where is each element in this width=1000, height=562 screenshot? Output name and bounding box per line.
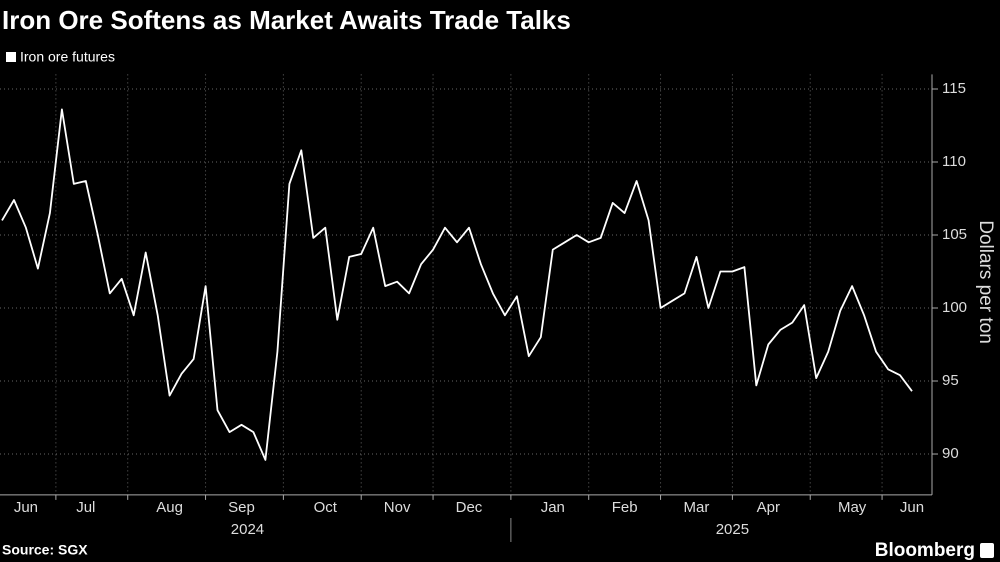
y-axis-title: Dollars per ton xyxy=(975,220,996,344)
x-tick-label: May xyxy=(838,499,867,516)
series-line xyxy=(1,108,913,461)
x-tick-label: Jun xyxy=(900,499,924,516)
x-tick-label: Jun xyxy=(14,499,38,516)
brand: Bloomberg xyxy=(875,540,975,561)
y-tick-label: 110 xyxy=(942,153,966,170)
y-tick-label: 100 xyxy=(942,299,967,316)
x-tick-label: Dec xyxy=(456,499,483,516)
x-year-label: 2025 xyxy=(716,521,749,538)
source: Source: SGX xyxy=(2,542,88,558)
x-tick-label: Jan xyxy=(541,499,565,516)
x-tick-label: Jul xyxy=(76,499,95,516)
chart-title: Iron Ore Softens as Market Awaits Trade … xyxy=(2,5,571,35)
x-year-label: 2024 xyxy=(231,521,264,538)
legend-label: Iron ore futures xyxy=(20,49,115,65)
x-tick-label: Oct xyxy=(314,499,338,516)
legend-swatch xyxy=(6,52,16,62)
y-tick-label: 95 xyxy=(942,372,959,389)
x-tick-label: Aug xyxy=(156,499,183,516)
y-tick-label: 115 xyxy=(942,80,966,97)
brand-icon xyxy=(980,543,994,558)
y-tick-label: 90 xyxy=(942,445,959,462)
y-tick-label: 105 xyxy=(942,226,967,243)
x-tick-label: Mar xyxy=(684,499,710,516)
x-tick-label: Feb xyxy=(612,499,638,516)
x-tick-label: Nov xyxy=(384,499,411,516)
x-tick-label: Sep xyxy=(228,499,255,516)
x-tick-label: Apr xyxy=(757,499,780,516)
